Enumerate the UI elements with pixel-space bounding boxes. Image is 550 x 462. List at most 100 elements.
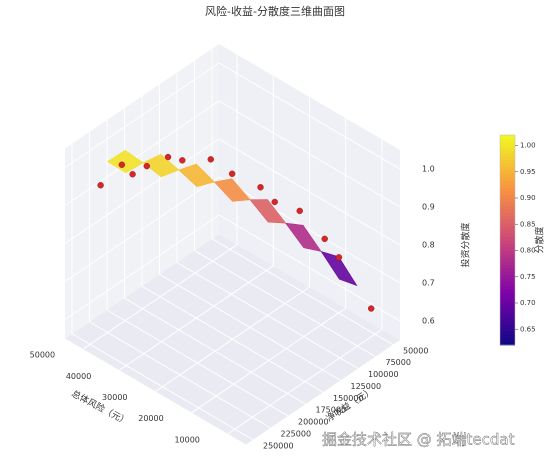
colorbar-segment <box>500 194 515 199</box>
grid-line <box>106 309 289 417</box>
y-tick-label: 125000 <box>351 382 382 391</box>
colorbar-segment <box>500 180 515 185</box>
grid-line <box>218 62 401 170</box>
colorbar-segment <box>500 166 515 171</box>
colorbar-segment <box>500 264 515 269</box>
colorbar-tick-label: 0.80 <box>520 247 536 255</box>
colorbar-segment <box>500 149 515 153</box>
scatter-point <box>271 198 278 206</box>
colorbar-segment <box>500 226 515 230</box>
colorbar-segment <box>500 338 515 342</box>
colorbar-segment <box>500 184 515 188</box>
grid-line <box>218 100 401 208</box>
scatter-point <box>257 184 264 191</box>
colorbar-segment <box>500 292 515 297</box>
colorbar-tick-label: 0.90 <box>520 194 536 202</box>
colorbar-segment <box>500 201 515 206</box>
colorbar-segment <box>500 229 515 234</box>
colorbar: 0.65 0.70 0.75 0.80 0.85 0.90 0.95 1.00 <box>499 134 536 346</box>
colorbar-segment <box>500 268 515 272</box>
scatter-point <box>228 170 236 177</box>
surface-patch <box>107 150 144 174</box>
colorbar-segment <box>500 282 515 286</box>
colorbar-segment <box>500 170 515 174</box>
colorbar-segment <box>500 254 515 258</box>
grid-line <box>218 214 401 322</box>
scatter-point <box>179 157 186 164</box>
colorbar-segment <box>500 219 515 223</box>
colorbar-segment <box>500 331 515 335</box>
colorbar-segment <box>500 187 515 192</box>
colorbar-segment <box>500 177 515 181</box>
grid-line <box>141 285 324 393</box>
colorbar-segment <box>500 275 515 279</box>
grid-line <box>64 100 220 206</box>
scatter-point <box>321 235 328 243</box>
colorbar-segment <box>500 327 515 332</box>
colorbar-segment <box>500 334 515 339</box>
x-tick-label: 40000 <box>66 372 91 381</box>
colorbar-segment <box>500 278 515 283</box>
colorbar-segment <box>500 135 515 139</box>
grid-line <box>64 138 220 244</box>
scatter-point <box>129 171 136 178</box>
grid-line <box>218 138 401 246</box>
grid-line <box>64 62 220 168</box>
colorbar-segment <box>500 145 515 150</box>
grid-line <box>64 214 220 320</box>
colorbar-segment <box>500 215 515 220</box>
colorbar-tick-label: 0.95 <box>520 168 536 176</box>
y-tick-label: 200000 <box>298 418 329 427</box>
colorbar-segment <box>500 320 515 325</box>
scatter-point <box>118 161 126 168</box>
colorbar-segment <box>500 303 515 307</box>
z-tick-label: 0.9 <box>422 203 435 212</box>
scatter-point <box>143 162 151 170</box>
grid-line <box>218 176 401 284</box>
colorbar-segment <box>500 159 515 164</box>
x-tick-label: 10000 <box>174 435 199 444</box>
y-tick-label: 75000 <box>386 358 411 367</box>
colorbar-tick-label: 1.00 <box>520 142 536 150</box>
z-tick-label: 0.7 <box>422 279 435 288</box>
colorbar-segment <box>500 236 515 241</box>
colorbar-segment <box>500 341 515 346</box>
grid-line <box>159 273 341 381</box>
scatter-point <box>335 254 343 261</box>
colorbar-segment <box>500 163 515 167</box>
x-tick-label: 30000 <box>102 393 127 402</box>
colorbar-segment <box>500 247 515 251</box>
scatter-point <box>367 305 375 312</box>
colorbar-segment <box>500 317 515 321</box>
colorbar-tick-label: 0.75 <box>520 273 536 281</box>
chart-title: 风险-收益-分散度三维曲面图 <box>205 4 345 18</box>
colorbar-segment <box>500 205 515 209</box>
scatter-point <box>296 207 303 215</box>
colorbar-tick-label: 0.85 <box>520 220 536 228</box>
colorbar-segment <box>500 243 515 248</box>
y-tick-label: 150000 <box>333 394 364 403</box>
colorbar-segment <box>500 212 515 216</box>
scatter-point <box>164 153 172 161</box>
grid-line <box>71 333 254 441</box>
y-tick-label: 225000 <box>281 429 312 438</box>
z-tick-label: 0.6 <box>422 317 435 326</box>
colorbar-segment <box>500 289 515 293</box>
z-tick-label: 1.0 <box>422 165 435 174</box>
y-tick-label: 50000 <box>403 346 428 355</box>
z-axis-label: 投资分散度 <box>460 222 472 267</box>
colorbar-segment <box>500 156 515 160</box>
watermark: 掘金技术社区 @ 拓端tecdat <box>322 431 515 449</box>
colorbar-segment <box>500 208 515 213</box>
y-tick-label: 100000 <box>368 370 399 379</box>
colorbar-segment <box>500 310 515 314</box>
grid-line <box>176 262 359 369</box>
colorbar-label: 分散度 <box>534 226 546 253</box>
colorbar-segment <box>500 271 515 276</box>
colorbar-segment <box>500 299 515 304</box>
colorbar-segment <box>500 191 515 195</box>
colorbar-segment <box>500 138 515 143</box>
colorbar-segment <box>500 306 515 311</box>
colorbar-tick-label: 0.65 <box>520 325 536 333</box>
grid-line <box>64 176 220 282</box>
